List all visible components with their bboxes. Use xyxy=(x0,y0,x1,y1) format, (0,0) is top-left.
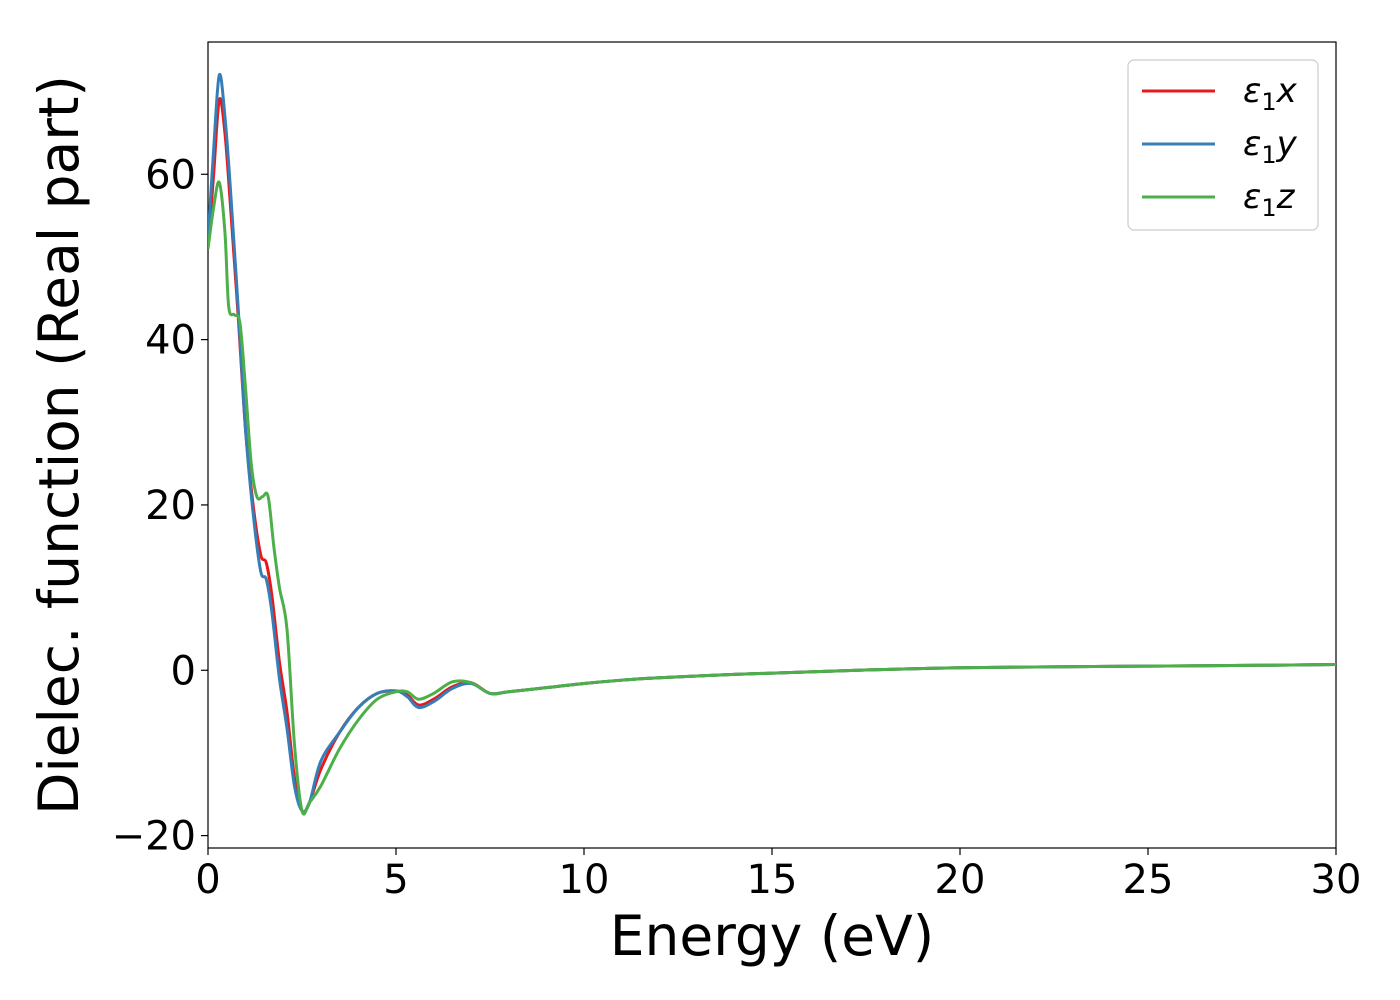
series-layer xyxy=(208,72,1336,816)
legend-label-x: ε1x xyxy=(1243,71,1298,116)
legend: ε1x ε1y ε1z xyxy=(1127,59,1319,231)
x-tick-label: 10 xyxy=(559,857,610,903)
y-tick-label: 20 xyxy=(145,483,196,529)
y-axis-ticks: −20 0 20 40 60 xyxy=(112,152,208,860)
series-line-z xyxy=(208,180,1336,816)
legend-label-y: ε1y xyxy=(1243,124,1298,169)
x-axis-ticks: 0 5 10 15 20 25 30 xyxy=(195,848,1361,903)
legend-label-z: ε1z xyxy=(1243,177,1296,222)
legend-frame xyxy=(1127,59,1319,231)
x-tick-label: 30 xyxy=(1311,857,1362,903)
x-tick-label: 15 xyxy=(747,857,798,903)
x-tick-label: 20 xyxy=(935,857,986,903)
y-tick-label: 60 xyxy=(145,152,196,198)
x-tick-label: 25 xyxy=(1123,857,1174,903)
x-tick-label: 0 xyxy=(195,857,220,903)
y-tick-label: 40 xyxy=(145,318,196,364)
x-tick-label: 5 xyxy=(383,857,408,903)
y-axis-label: Dielec. function (Real part) xyxy=(27,75,91,815)
y-tick-label: −20 xyxy=(112,814,196,860)
x-axis-label: Energy (eV) xyxy=(610,904,934,968)
y-tick-label: 0 xyxy=(171,648,196,694)
